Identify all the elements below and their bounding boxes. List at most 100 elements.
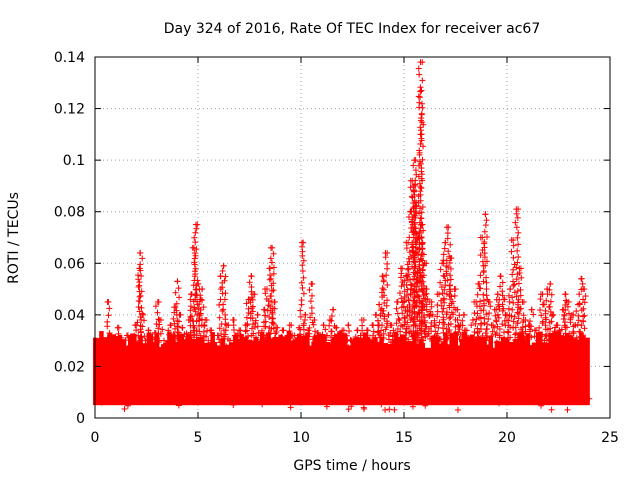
data-point [192, 221, 199, 228]
data-point [320, 357, 327, 364]
data-point [230, 326, 237, 333]
data-point [343, 332, 350, 339]
data-point [204, 327, 211, 334]
data-point [510, 242, 517, 249]
data-point [133, 327, 140, 334]
data-point [401, 334, 408, 341]
data-point [481, 367, 488, 374]
data-point [245, 369, 252, 376]
data-point [170, 333, 177, 340]
data-point [483, 258, 490, 265]
data-point [477, 314, 484, 321]
data-point [505, 329, 512, 336]
data-point [142, 337, 149, 344]
data-point [314, 387, 321, 394]
data-point [287, 404, 294, 411]
data-point [576, 334, 583, 341]
data-point [309, 387, 316, 394]
data-point [379, 273, 386, 280]
data-point [496, 326, 503, 333]
data-point [279, 340, 286, 347]
data-point [201, 322, 208, 329]
data-point [475, 394, 482, 401]
data-point [323, 387, 330, 394]
y-tick-label: 0.02 [54, 359, 85, 375]
data-point [537, 306, 544, 313]
data-point [411, 157, 418, 164]
data-point [481, 300, 488, 307]
data-point [359, 322, 366, 329]
data-point [193, 246, 200, 253]
data-point [440, 251, 447, 258]
data-point [137, 354, 144, 361]
data-point [507, 334, 514, 341]
data-point [317, 350, 324, 357]
data-point [420, 272, 427, 279]
data-point [548, 318, 555, 325]
data-point [191, 259, 198, 266]
data-point [196, 328, 203, 335]
data-point [345, 406, 352, 413]
data-point [543, 297, 550, 304]
data-point [190, 389, 197, 396]
data-point [164, 349, 171, 356]
data-point [457, 331, 464, 338]
data-point [188, 313, 195, 320]
data-point [419, 307, 426, 314]
data-point [328, 337, 335, 344]
data-point [192, 252, 199, 259]
data-point [577, 328, 584, 335]
data-point [409, 403, 416, 410]
data-point [267, 336, 274, 343]
data-point [156, 361, 163, 368]
data-point [565, 310, 572, 317]
data-point [415, 252, 422, 259]
data-point [398, 295, 405, 302]
data-point [443, 309, 450, 316]
data-point [539, 320, 546, 327]
data-point [491, 324, 498, 331]
data-point [539, 349, 546, 356]
data-point [478, 320, 485, 327]
data-point [575, 317, 582, 324]
data-point [305, 333, 312, 340]
data-point [170, 315, 177, 322]
data-point [137, 261, 144, 268]
data-point [411, 308, 418, 315]
data-point [423, 301, 430, 308]
data-point [159, 326, 166, 333]
data-point [124, 351, 131, 358]
data-point [413, 303, 420, 310]
data-point [299, 252, 306, 259]
data-point [444, 235, 451, 242]
data-point [326, 322, 333, 329]
data-point [429, 311, 436, 318]
data-point [497, 273, 504, 280]
data-point [544, 389, 551, 396]
data-point [417, 124, 424, 131]
data-point [417, 88, 424, 95]
data-point [187, 303, 194, 310]
data-point [428, 303, 435, 310]
data-point [115, 330, 122, 337]
data-point [183, 333, 190, 340]
data-point [394, 298, 401, 305]
data-point [254, 323, 261, 330]
data-point [496, 400, 503, 407]
data-point [570, 328, 577, 335]
data-point [413, 203, 420, 210]
data-point [416, 309, 423, 316]
data-point [393, 360, 400, 367]
data-point [298, 279, 305, 286]
data-point [439, 260, 446, 267]
data-point [137, 349, 144, 356]
data-point [575, 312, 582, 319]
data-point [105, 312, 112, 319]
data-point [580, 305, 587, 312]
data-point [576, 291, 583, 298]
data-point [171, 320, 178, 327]
data-point [586, 395, 593, 402]
data-point [152, 303, 159, 310]
data-point [399, 310, 406, 317]
data-point [112, 385, 119, 392]
